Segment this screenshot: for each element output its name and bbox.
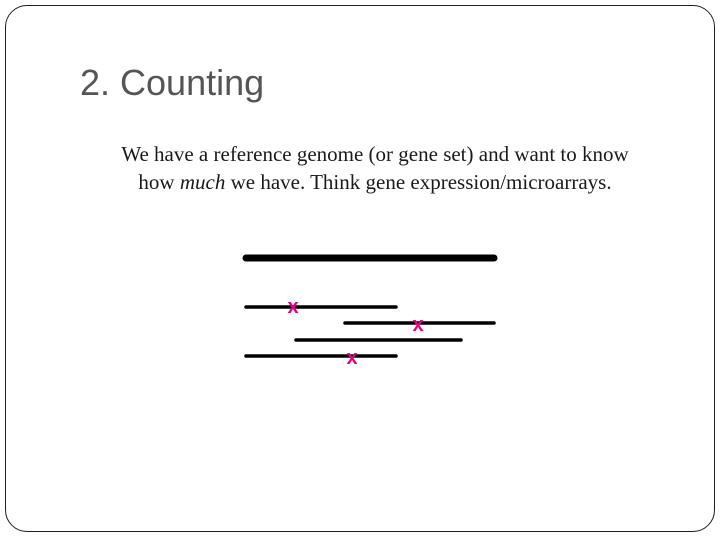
body-text: We have a reference genome (or gene set)… [90,140,660,196]
body-emphasis-much: much [179,170,226,194]
mismatch-marker-2: x [412,314,423,336]
body-line-2: how much we have. Think gene expression/… [90,168,660,196]
body-line-1: We have a reference genome (or gene set)… [121,142,629,166]
slide-frame [5,5,715,532]
slide-title: 2. Counting [80,62,265,103]
body-line-2-start: how [138,170,180,194]
mismatch-marker-1: x [287,296,298,318]
body-line-2-end: we have. Think gene expression/microarra… [225,170,612,194]
mismatch-marker-3: x [346,347,357,369]
